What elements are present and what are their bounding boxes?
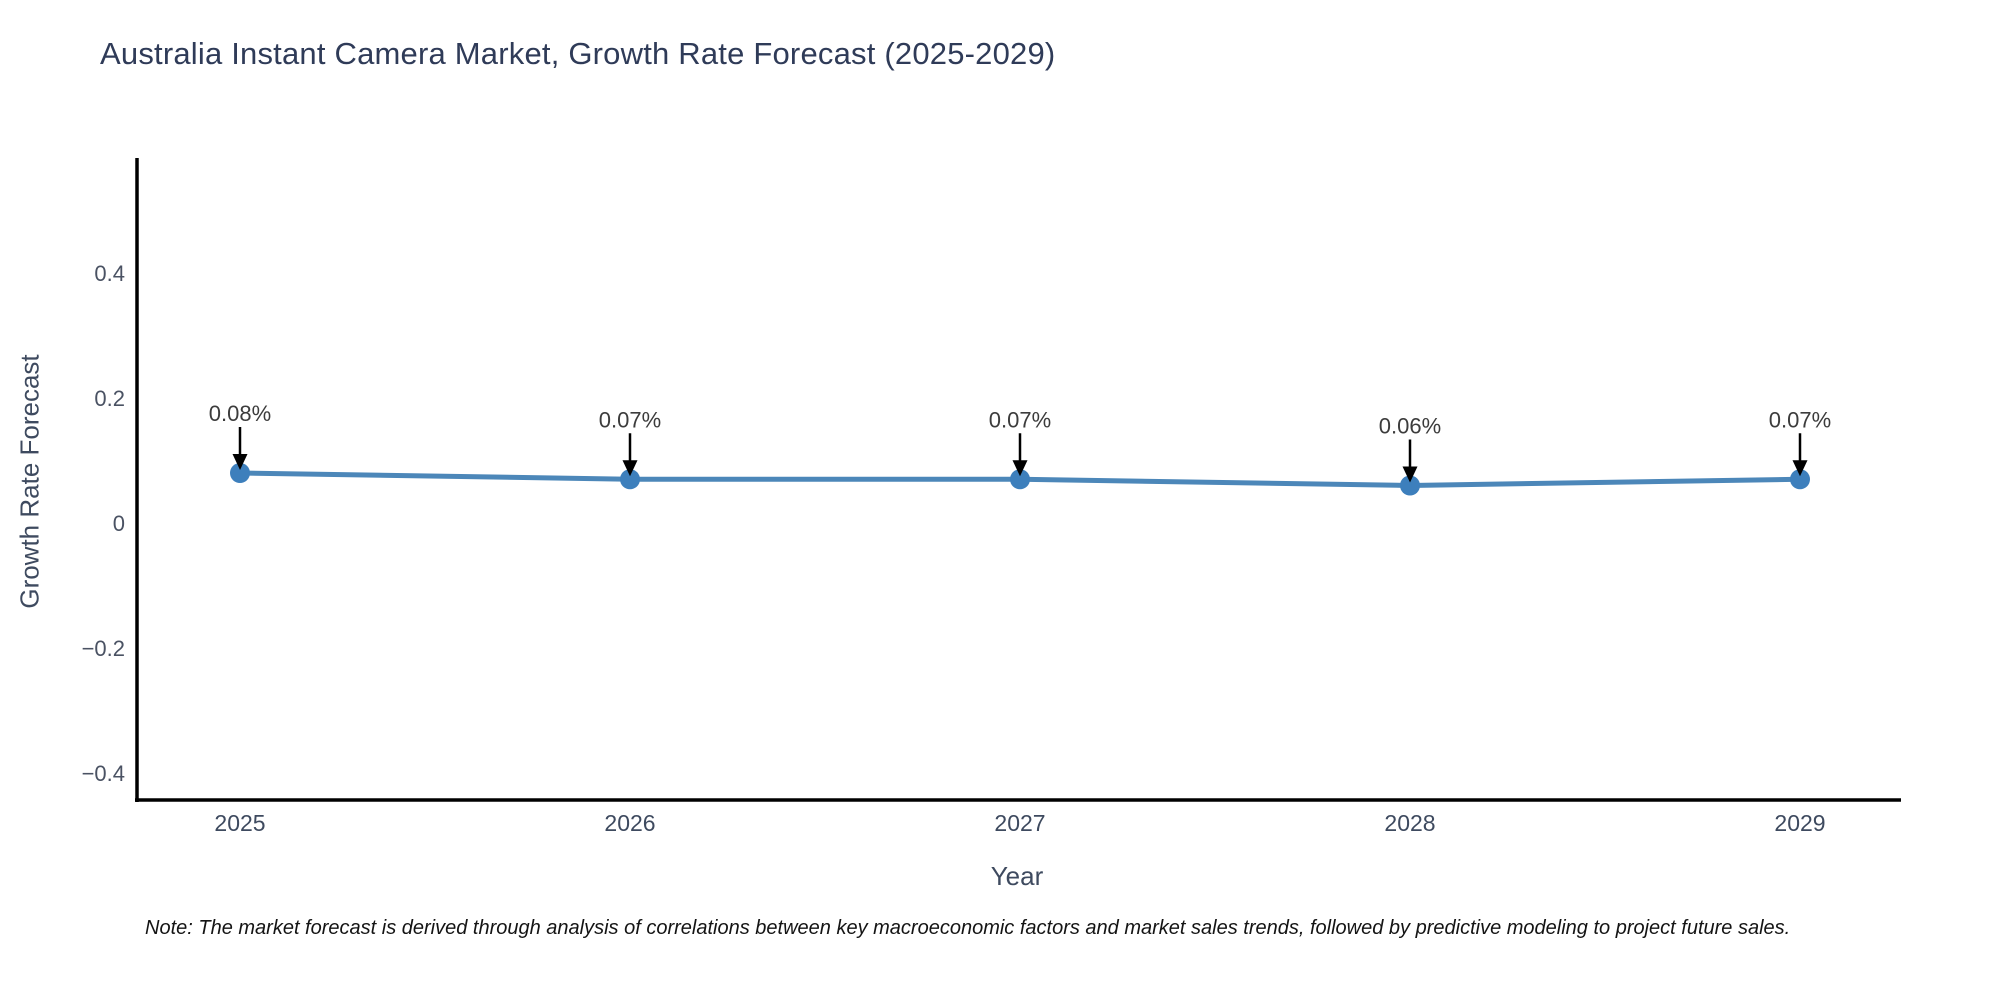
data-point-label: 0.07% xyxy=(1769,407,1831,432)
x-tick-label: 2028 xyxy=(1384,810,1435,836)
x-tick-label: 2027 xyxy=(994,810,1045,836)
y-tick-label: −0.2 xyxy=(82,636,125,661)
annotation-arrow-head xyxy=(1402,466,1418,483)
x-tick-label: 2029 xyxy=(1774,810,1825,836)
footnote: Note: The market forecast is derived thr… xyxy=(145,917,1791,939)
y-tick-label: 0 xyxy=(113,511,125,536)
chart-title: Australia Instant Camera Market, Growth … xyxy=(100,36,1056,71)
data-point-label: 0.06% xyxy=(1379,414,1441,439)
x-tick-label: 2025 xyxy=(214,810,265,836)
data-point-label: 0.07% xyxy=(989,407,1051,432)
data-point-marker xyxy=(1010,469,1030,490)
annotation-arrow-head xyxy=(622,460,638,477)
annotation-arrow-head xyxy=(232,454,248,470)
data-point-marker xyxy=(1400,475,1420,496)
data-point-marker xyxy=(1790,469,1810,490)
annotation-arrow-head xyxy=(1012,460,1028,477)
data-point-marker xyxy=(230,463,250,483)
data-point-label: 0.08% xyxy=(209,401,271,426)
y-tick-label: 0.2 xyxy=(94,386,125,411)
data-point-label: 0.07% xyxy=(599,407,661,432)
x-axis-title: Year xyxy=(990,861,1044,891)
x-tick-label: 2026 xyxy=(604,810,655,836)
data-point-marker xyxy=(620,469,640,490)
annotation-arrow-head xyxy=(1792,460,1808,477)
y-tick-label: 0.4 xyxy=(94,261,125,286)
y-tick-label: −0.4 xyxy=(82,761,125,786)
